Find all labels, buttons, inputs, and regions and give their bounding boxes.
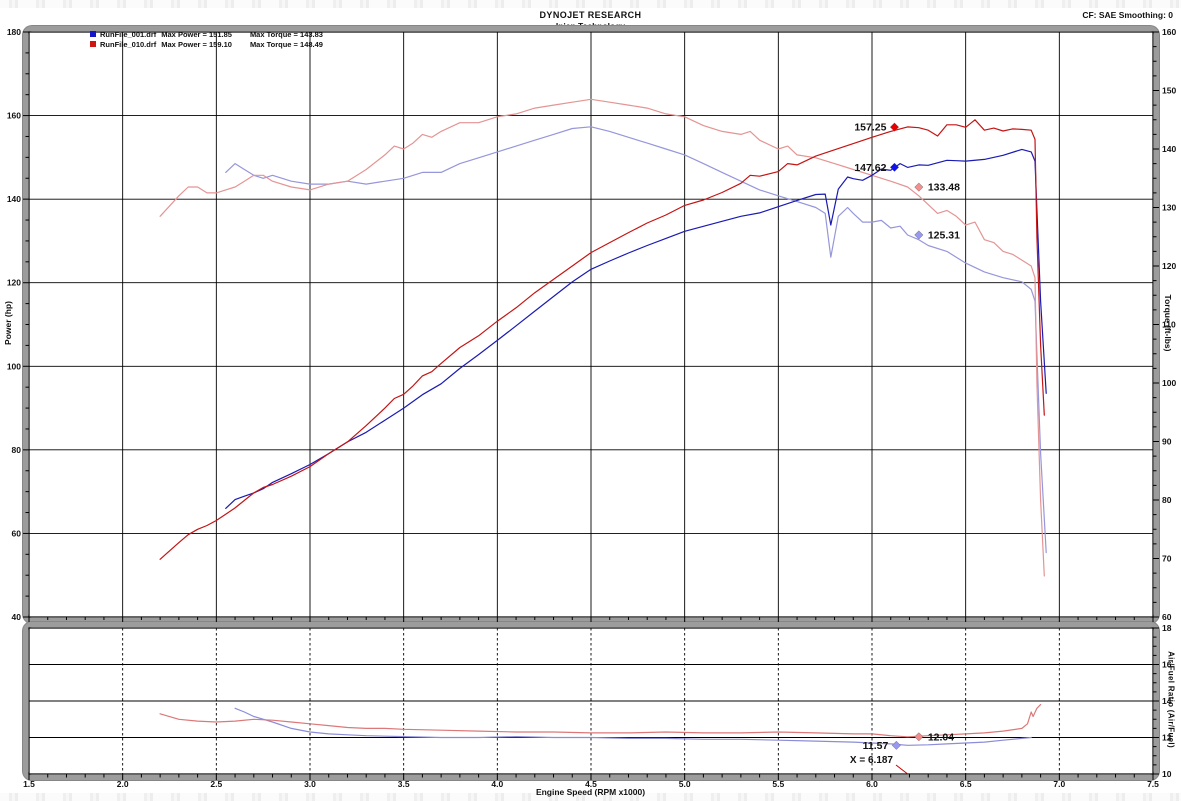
legend-max-power: Max Power = 151.85 (161, 29, 232, 39)
afr-axis-title: Air/Fuel Ratio (Air/Fuel) (1166, 651, 1176, 748)
power-tick-label: 140 (7, 194, 21, 204)
legend-run-file: RunFile_010.drf (100, 39, 157, 49)
correction-smoothing-info: CF: SAE Smoothing: 0 (1082, 10, 1173, 20)
power-tick-label: 80 (12, 445, 22, 455)
torque-tick-label: 60 (1162, 612, 1172, 622)
x-axis-title: Engine Speed (RPM x1000) (535, 787, 646, 797)
power-torque-plot-panel[interactable] (23, 26, 1159, 623)
legend-color-swatch (90, 41, 96, 47)
legend-max-torque: Max Torque = 148.49 (249, 39, 323, 49)
legend-color-swatch (90, 31, 96, 37)
torque-tick-label: 80 (1162, 495, 1172, 505)
torque-tick-label: 150 (1162, 86, 1176, 96)
power-tick-label: 60 (12, 528, 22, 538)
legend-max-torque: Max Torque = 143.83 (249, 29, 323, 39)
power-axis-title: Power (hp) (3, 301, 13, 345)
power-tick-label: 40 (12, 612, 22, 622)
torque-axis-title: Torque (ft-lbs) (1163, 294, 1173, 352)
bottom-edge-pattern (0, 793, 1181, 801)
afr-plot-panel[interactable] (23, 622, 1159, 780)
legend-row: RunFile_001.drf Max Power = 151.85 Max Tor… (90, 29, 323, 39)
power-tick-label: 160 (7, 111, 21, 121)
top-edge-pattern (0, 0, 1181, 8)
torque-tick-label: 130 (1162, 203, 1176, 213)
torque-tick-label: 70 (1162, 554, 1172, 564)
torque-tick-label: 140 (1162, 144, 1176, 154)
legend: RunFile_001.drf Max Power = 151.85 Max Tor… (90, 29, 323, 49)
torque-tick-label: 90 (1162, 437, 1172, 447)
report-title: DYNOJET RESEARCH (539, 10, 642, 20)
legend-row: RunFile_010.drf Max Power = 159.10 Max Tor… (90, 39, 323, 49)
legend-max-power: Max Power = 159.10 (161, 39, 232, 49)
legend-run-file: RunFile_001.drf (100, 29, 157, 39)
